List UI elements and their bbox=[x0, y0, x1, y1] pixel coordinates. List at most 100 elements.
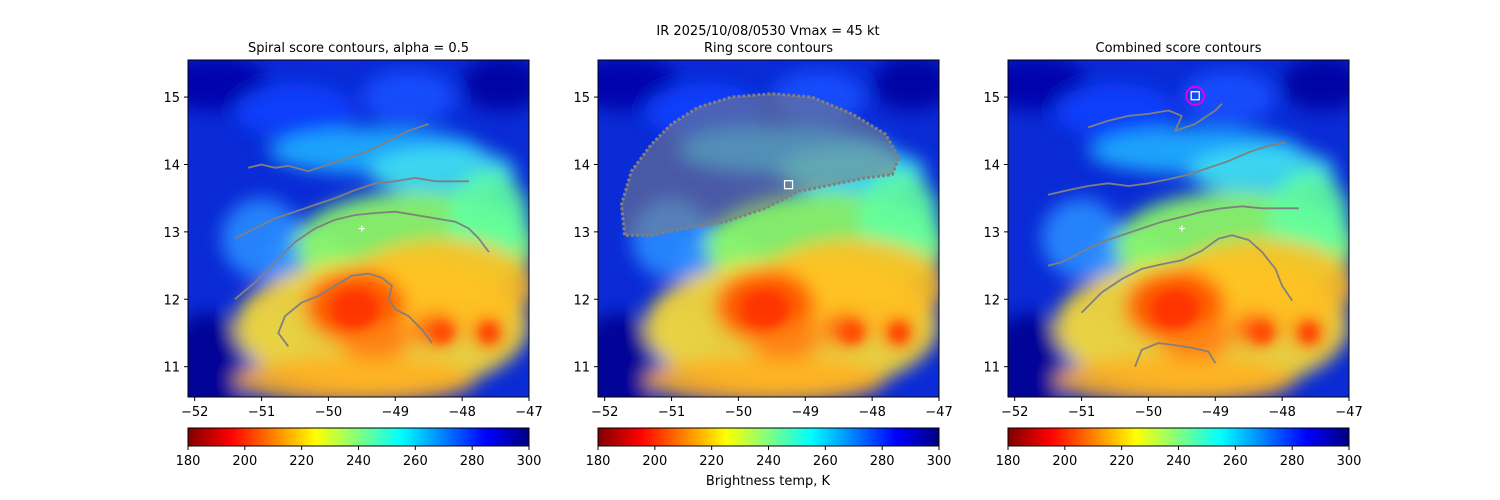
y-tick-label: 12 bbox=[983, 293, 1000, 308]
colorbar-tick-label: 280 bbox=[460, 454, 485, 469]
score-contour-line bbox=[247, 123, 429, 173]
best-center-circle-marker bbox=[1185, 85, 1206, 106]
y-tick-label: 11 bbox=[573, 361, 590, 376]
y-tick-label: 13 bbox=[573, 226, 590, 241]
ir-core bbox=[741, 289, 790, 330]
ir-blob bbox=[234, 83, 356, 138]
x-tick-label: −47 bbox=[925, 405, 952, 420]
colorbar-tick-label: 300 bbox=[1337, 454, 1362, 469]
score-contour-line bbox=[234, 210, 490, 300]
panels: Spiral score contours, alpha = 0.5 −52 −51… bbox=[163, 41, 1362, 469]
y-tick-label: 12 bbox=[163, 293, 180, 308]
ir-blob bbox=[338, 319, 412, 360]
score-contour-line bbox=[1047, 141, 1286, 196]
ir-blob bbox=[1054, 83, 1176, 138]
ir-core bbox=[1299, 322, 1318, 343]
ir-core bbox=[840, 321, 865, 344]
y-tick-label: 12 bbox=[573, 293, 590, 308]
ir-blob bbox=[462, 60, 529, 111]
y-tick-label: 15 bbox=[163, 91, 180, 106]
ir-blob bbox=[1181, 70, 1276, 125]
panel-3: Combined score contours −52 −51 −50 −49 −48 −4… bbox=[983, 41, 1362, 469]
y-tick-label: 15 bbox=[983, 91, 1000, 106]
x-tick-label: −52 bbox=[591, 405, 618, 420]
colorbar bbox=[187, 427, 530, 447]
colorbar-tick-label: 220 bbox=[289, 454, 314, 469]
colorbar-tick-label: 180 bbox=[176, 454, 201, 469]
ir-blob bbox=[188, 312, 249, 397]
axes-frame bbox=[187, 59, 530, 398]
y-tick-label: 11 bbox=[983, 361, 1000, 376]
ir-blobs bbox=[188, 60, 529, 397]
colorbar-tick-label: 180 bbox=[586, 454, 611, 469]
axes-frame bbox=[597, 59, 940, 398]
score-contour-line bbox=[277, 272, 433, 347]
ir-core bbox=[430, 321, 455, 344]
x-tick-label: −50 bbox=[725, 405, 752, 420]
colorbar-tick-label: 260 bbox=[403, 454, 428, 469]
y-tick-label: 11 bbox=[163, 361, 180, 376]
x-tick-label: −52 bbox=[181, 405, 208, 420]
center-square-marker bbox=[783, 180, 794, 190]
score-contour-line bbox=[1087, 103, 1223, 132]
colorbar-tick-label: 260 bbox=[813, 454, 838, 469]
colorbar-tick-label: 240 bbox=[1166, 454, 1191, 469]
score-contour-line bbox=[1134, 342, 1217, 368]
panel-title: Ring score contours bbox=[704, 41, 833, 56]
x-tick-label: −51 bbox=[248, 405, 275, 420]
x-tick-label: −50 bbox=[1135, 405, 1162, 420]
y-tick-label: 14 bbox=[163, 158, 180, 173]
ir-blob bbox=[644, 356, 886, 397]
colorbar-tick-label: 200 bbox=[232, 454, 257, 469]
colorbar-tick-label: 280 bbox=[870, 454, 895, 469]
colorbar-tick-label: 200 bbox=[642, 454, 667, 469]
score-contour-line bbox=[1080, 234, 1293, 314]
ir-blob bbox=[361, 70, 456, 125]
y-tick-label: 13 bbox=[163, 226, 180, 241]
x-tick-label: −47 bbox=[1335, 405, 1362, 420]
y-tick-label: 14 bbox=[983, 158, 1000, 173]
x-tick-label: −49 bbox=[382, 405, 409, 420]
ir-blob bbox=[598, 312, 659, 397]
x-tick-label: −49 bbox=[1202, 405, 1229, 420]
x-tick-label: −48 bbox=[858, 405, 885, 420]
x-tick-label: −47 bbox=[515, 405, 542, 420]
x-tick-label: −48 bbox=[1268, 405, 1295, 420]
center-plus-marker bbox=[1178, 225, 1185, 232]
y-tick-label: 15 bbox=[573, 91, 590, 106]
colorbar-label: Brightness temp, K bbox=[706, 474, 831, 489]
panel-title: Spiral score contours, alpha = 0.5 bbox=[248, 41, 469, 56]
ir-cores bbox=[331, 289, 498, 344]
ir-blob bbox=[1282, 60, 1349, 111]
ring-score-region bbox=[621, 93, 899, 236]
colorbar-tick-label: 280 bbox=[1280, 454, 1305, 469]
x-tick-label: −52 bbox=[1001, 405, 1028, 420]
colorbar-tick-label: 180 bbox=[996, 454, 1021, 469]
colorbar-tick-label: 240 bbox=[756, 454, 781, 469]
x-tick-label: −50 bbox=[315, 405, 342, 420]
x-tick-label: −51 bbox=[658, 405, 685, 420]
colorbar-tick-label: 300 bbox=[517, 454, 542, 469]
center-square-marker bbox=[1190, 91, 1200, 101]
score-contour-line bbox=[1047, 205, 1299, 267]
panel-1: Spiral score contours, alpha = 0.5 −52 −51… bbox=[163, 41, 542, 469]
ir-blob bbox=[872, 60, 939, 111]
x-tick-label: −48 bbox=[448, 405, 475, 420]
ir-blob bbox=[1054, 356, 1296, 397]
colorbar bbox=[1007, 427, 1350, 447]
figure-suptitle: IR 2025/10/08/0530 Vmax = 45 kt bbox=[656, 24, 879, 39]
x-tick-label: −51 bbox=[1068, 405, 1095, 420]
axes-frame bbox=[1007, 59, 1350, 398]
colorbar-tick-label: 260 bbox=[1223, 454, 1248, 469]
ir-cores bbox=[1151, 289, 1318, 344]
center-plus-marker bbox=[358, 225, 365, 232]
ir-core bbox=[1250, 321, 1275, 344]
colorbar-tick-label: 220 bbox=[699, 454, 724, 469]
ir-blob bbox=[1008, 312, 1069, 397]
ir-core bbox=[479, 322, 498, 343]
x-tick-label: −49 bbox=[792, 405, 819, 420]
y-tick-label: 14 bbox=[573, 158, 590, 173]
ir-core bbox=[331, 289, 380, 330]
colorbar bbox=[597, 427, 940, 447]
